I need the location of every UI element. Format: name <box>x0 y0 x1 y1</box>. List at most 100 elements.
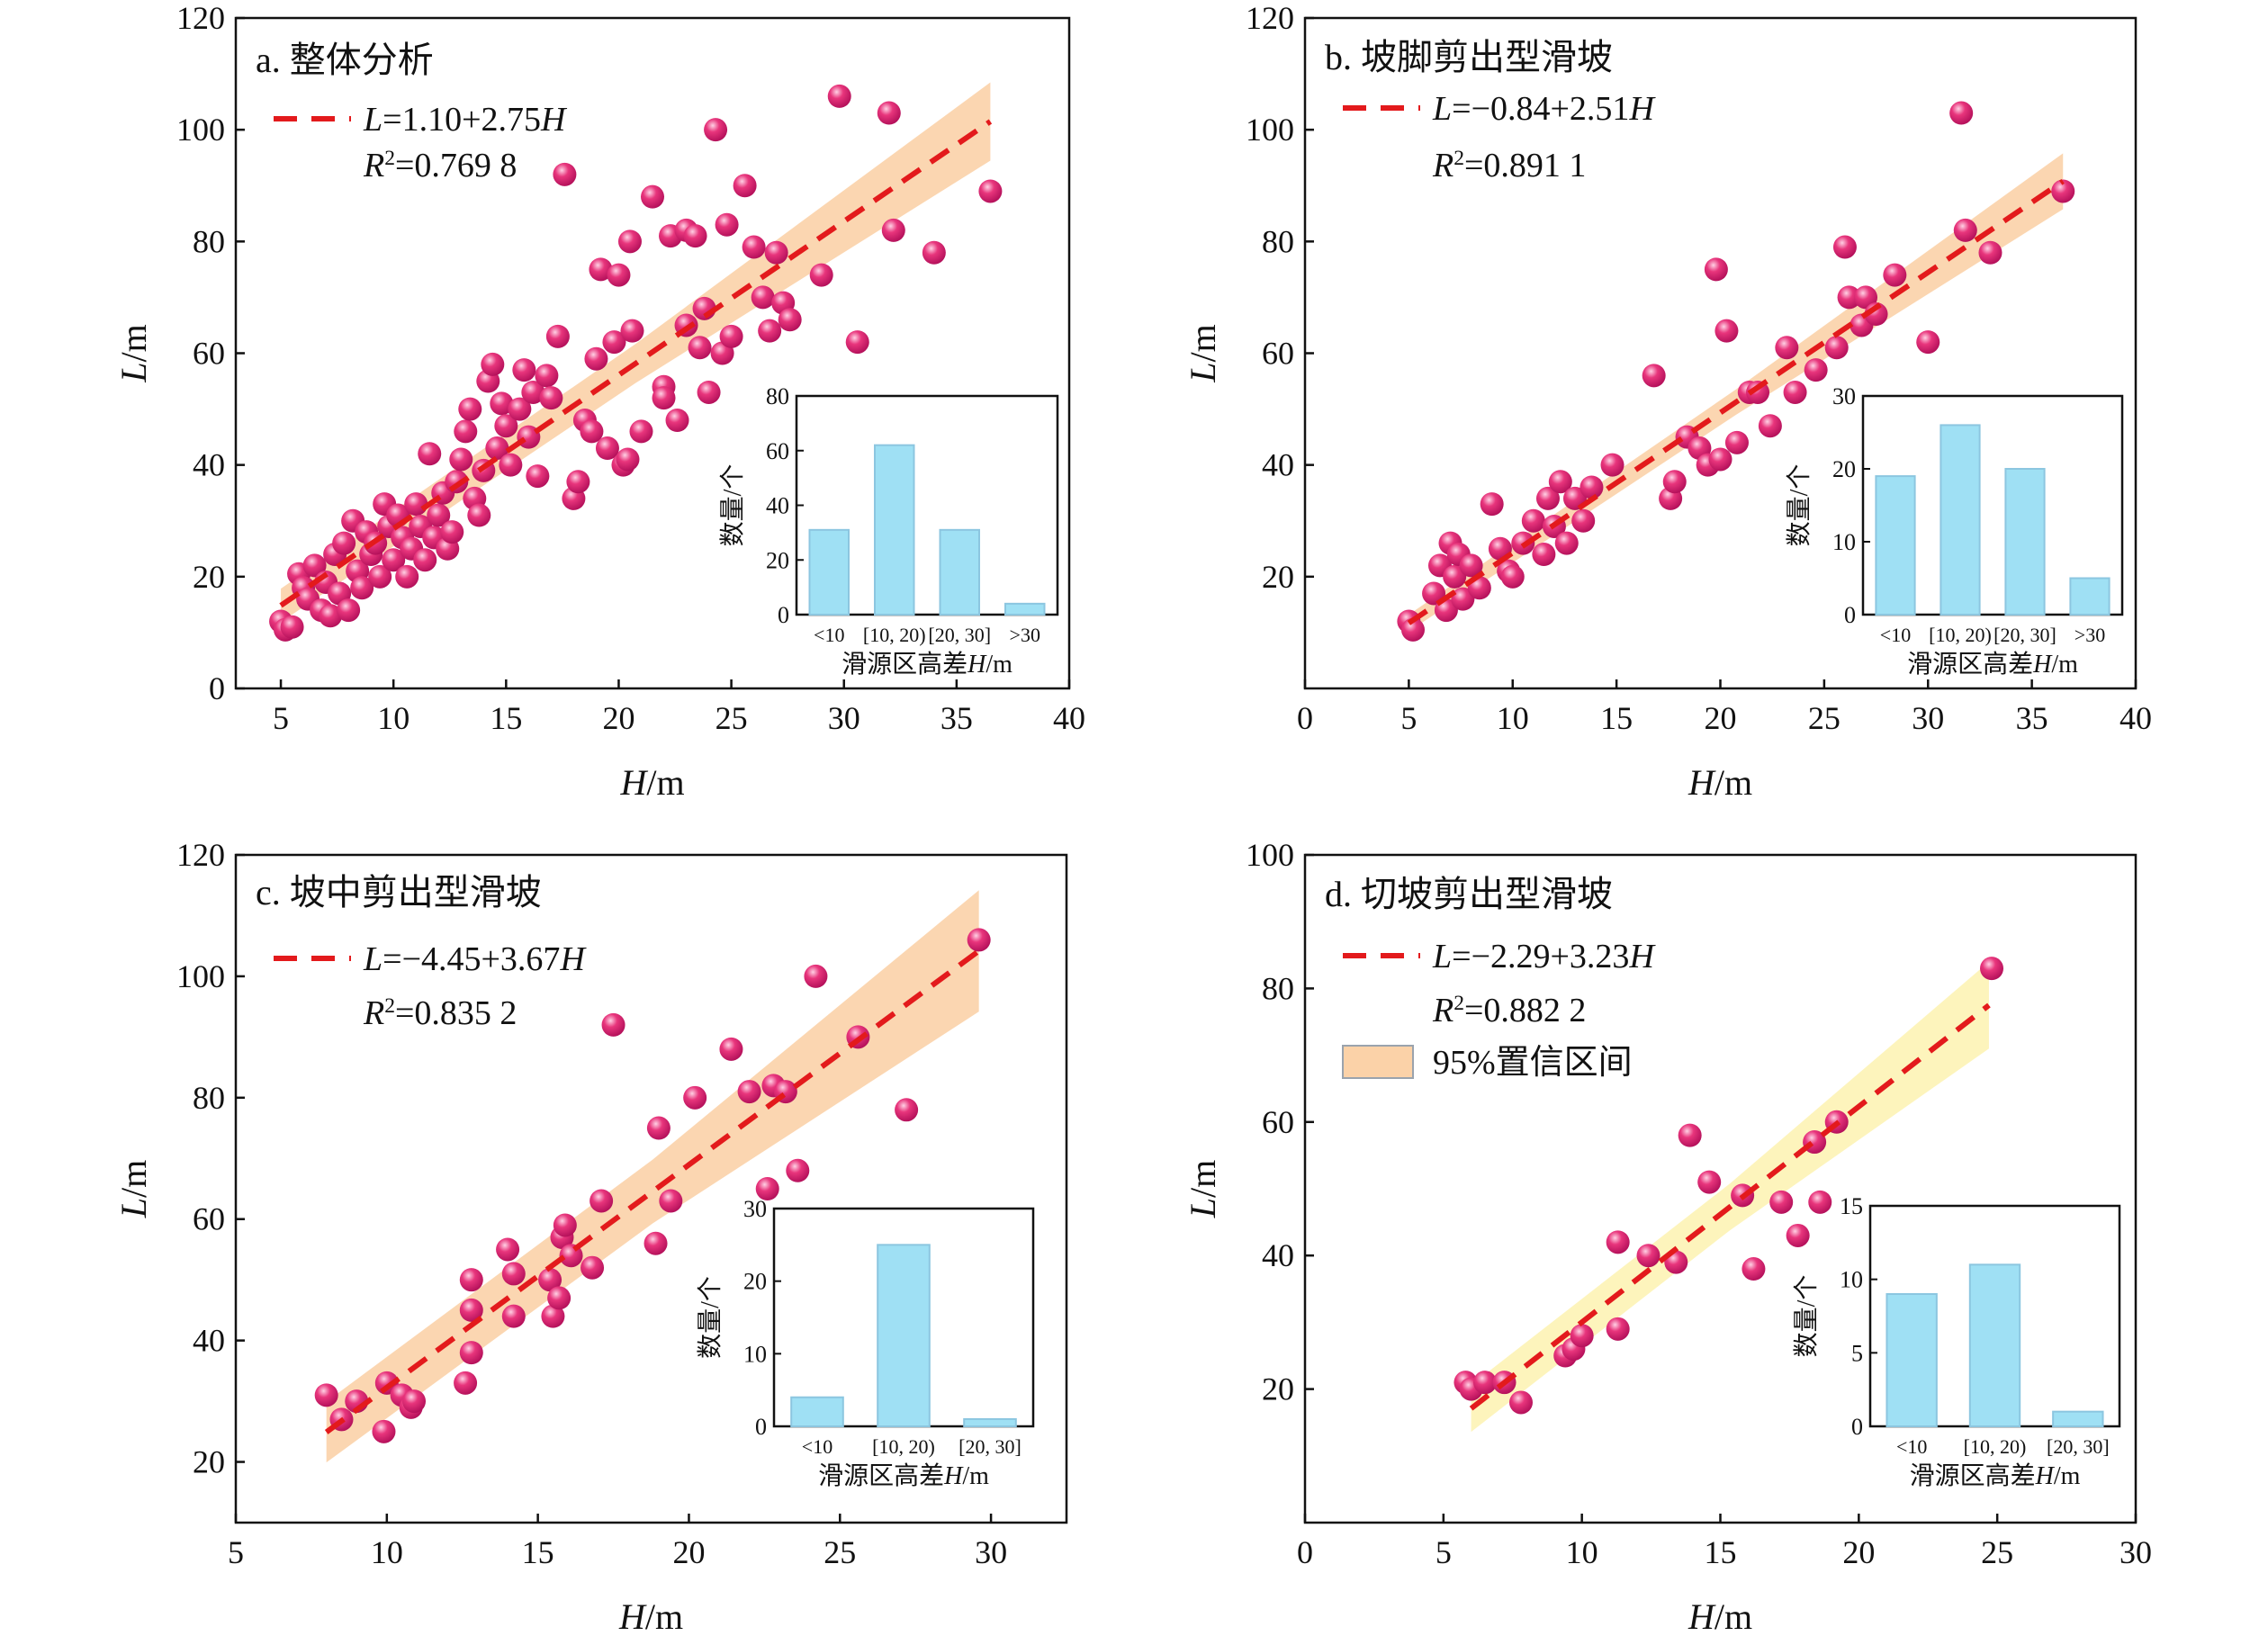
data-point <box>881 218 905 242</box>
x-tick-label: 15 <box>522 1534 554 1570</box>
inset-x-tick-label: [10, 20) <box>1964 1435 2027 1458</box>
data-point <box>538 1268 562 1292</box>
inset-x-tick-label: [20, 30] <box>2047 1435 2110 1458</box>
inset-bar-chart: 0 10 20 30 <10 [10, 20) [20, 30] >30 滑源区高差H/m 数量/… <box>1785 383 2124 679</box>
panel-title: d. 切坡剪出型滑坡 <box>1325 874 1613 914</box>
x-tick-label: 25 <box>1981 1534 2013 1570</box>
fit-line <box>1407 178 2065 625</box>
x-tick-label: 0 <box>1297 700 1313 736</box>
data-point <box>641 184 664 209</box>
inset-y-tick-label: 5 <box>1851 1340 1863 1366</box>
x-tick-label: 20 <box>1705 700 1737 736</box>
inset-y-tick-label: 20 <box>743 1269 767 1295</box>
data-point <box>601 1012 626 1037</box>
data-point <box>566 470 590 494</box>
inset-x-tick-label: <10 <box>1880 624 1911 646</box>
data-point <box>845 330 869 355</box>
x-tick-label: 20 <box>672 1534 705 1570</box>
inset-y-axis-label: 数量/个 <box>696 1276 724 1359</box>
y-tick-label: 120 <box>176 837 225 873</box>
data-point <box>508 397 532 421</box>
y-tick-label: 40 <box>193 1323 225 1359</box>
legend-band-label: 95%置信区间 <box>1433 1044 1633 1082</box>
y-tick-label: 80 <box>1262 223 1294 259</box>
data-point <box>1606 1230 1630 1254</box>
y-tick-label: 20 <box>193 1444 225 1480</box>
data-point <box>501 1262 526 1286</box>
data-point <box>764 240 788 265</box>
data-point <box>1949 101 1974 125</box>
x-tick-label: 15 <box>1600 700 1633 736</box>
y-axis-label: L/m <box>1183 324 1223 382</box>
data-point <box>697 380 721 404</box>
inset-y-tick-label: 10 <box>1840 1267 1863 1293</box>
data-point <box>1480 492 1504 517</box>
data-point <box>1548 470 1572 494</box>
data-point <box>372 1419 396 1443</box>
data-point <box>1600 453 1624 477</box>
data-point <box>459 1268 483 1292</box>
inset-y-tick-label: 30 <box>1832 383 1856 409</box>
data-point <box>758 319 782 343</box>
data-point <box>404 492 428 517</box>
data-point <box>1786 1223 1810 1247</box>
data-point <box>1662 470 1687 494</box>
inset-x-tick-label: <10 <box>814 624 844 646</box>
y-tick-label: 100 <box>176 958 225 994</box>
data-point <box>1724 430 1749 454</box>
data-point <box>733 174 757 198</box>
data-point <box>459 1341 483 1365</box>
data-point <box>1832 235 1857 259</box>
confidence-band <box>1471 961 1989 1433</box>
data-point <box>616 447 640 472</box>
data-point <box>665 409 689 432</box>
x-tick-label: 15 <box>1705 1534 1737 1570</box>
inset-bar <box>2052 1410 2104 1427</box>
data-point <box>1980 957 2004 981</box>
inset-y-tick-label: 10 <box>743 1341 767 1367</box>
data-point <box>481 352 505 376</box>
inset-y-tick-label: 0 <box>778 602 789 628</box>
data-point <box>440 520 464 544</box>
x-tick-label: 20 <box>1842 1534 1875 1570</box>
data-point <box>1636 1244 1660 1268</box>
inset-bar <box>1940 424 1981 616</box>
data-point <box>751 285 775 310</box>
data-point <box>580 419 604 444</box>
data-point <box>827 84 851 108</box>
data-point <box>1769 1190 1794 1214</box>
r-squared: R2=0.769 8 <box>363 147 517 184</box>
data-point <box>1642 364 1666 388</box>
fit-line <box>1469 1002 1991 1411</box>
y-axis-label: L/m <box>1183 1160 1223 1218</box>
data-point <box>742 235 766 259</box>
data-point <box>755 1177 779 1200</box>
y-axis-label: L/m <box>113 1160 154 1218</box>
y-tick-label: 60 <box>1262 336 1294 372</box>
inset-x-tick-label: <10 <box>1896 1435 1927 1458</box>
fit-equation: L=1.10+2.75H <box>363 101 568 139</box>
data-point <box>454 419 478 444</box>
data-point <box>1521 508 1545 533</box>
data-point <box>683 1085 707 1110</box>
y-tick-label: 120 <box>176 0 225 36</box>
inset-y-tick-label: 10 <box>1832 529 1856 555</box>
data-point <box>1570 1324 1594 1348</box>
y-tick-label: 60 <box>193 336 225 372</box>
x-tick-label: 0 <box>1297 1534 1313 1570</box>
data-point <box>1837 285 1861 310</box>
data-point <box>382 548 406 572</box>
y-tick-label: 40 <box>1262 447 1294 483</box>
data-point <box>978 179 1003 203</box>
inset-y-tick-label: 0 <box>1851 1414 1863 1440</box>
data-point <box>704 118 728 142</box>
panel-a: 5 10 15 20 25 30 35 40 0 20 40 60 80 100 120 H/m L/m a. 整… <box>113 0 1085 803</box>
x-tick-label: 30 <box>2120 1534 2152 1570</box>
data-point <box>895 1098 919 1122</box>
data-point <box>1758 414 1782 438</box>
inset-y-tick-label: 0 <box>1844 602 1856 628</box>
data-point <box>607 263 631 287</box>
data-point <box>922 240 946 265</box>
